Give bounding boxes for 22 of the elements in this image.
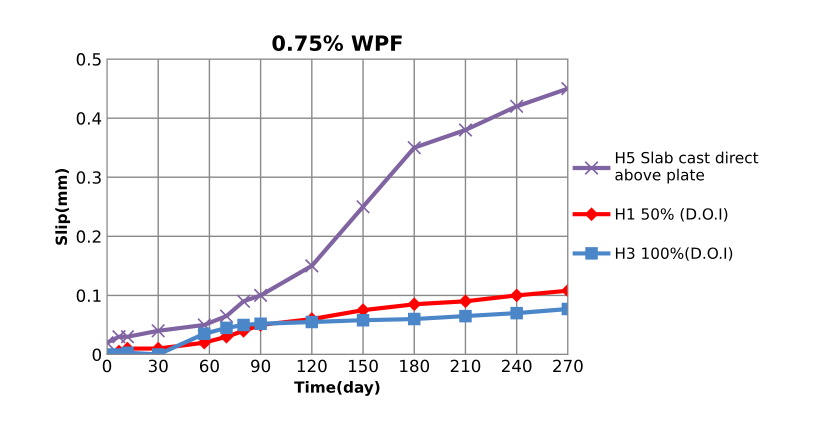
y-tick-label: 0.5 [76,53,101,66]
chart-title: 0.75% WPF [272,35,402,52]
y-tick-label: 0.4 [76,112,102,125]
x-tick-label: 90 [251,360,270,372]
y-axis-title: Slip(mm) [55,168,70,245]
x-tick-label: 0 [102,360,112,372]
legend-label: H3 100%(D.O.I) [616,247,732,261]
x-tick-label: 30 [148,360,168,372]
x-tick-label: 240 [502,360,532,372]
y-tick-label: 0.1 [76,289,101,302]
y-tick-label: 0.3 [76,171,101,184]
x-tick-label: 150 [348,360,378,372]
x-tick-label: 180 [400,360,430,372]
x-tick-label: 60 [200,360,219,372]
y-tick-label: 0 [92,348,102,362]
legend-label: H5 Slab cast direct above plate [615,152,758,184]
y-tick-label: 0.2 [76,230,100,243]
x-tick-label: 120 [298,360,327,372]
x-tick-label: 210 [450,360,480,372]
legend-label: H1 50% (D.O.I) [616,208,728,222]
x-axis-title: Time(day) [294,381,380,396]
x-tick-label: 270 [553,360,583,372]
